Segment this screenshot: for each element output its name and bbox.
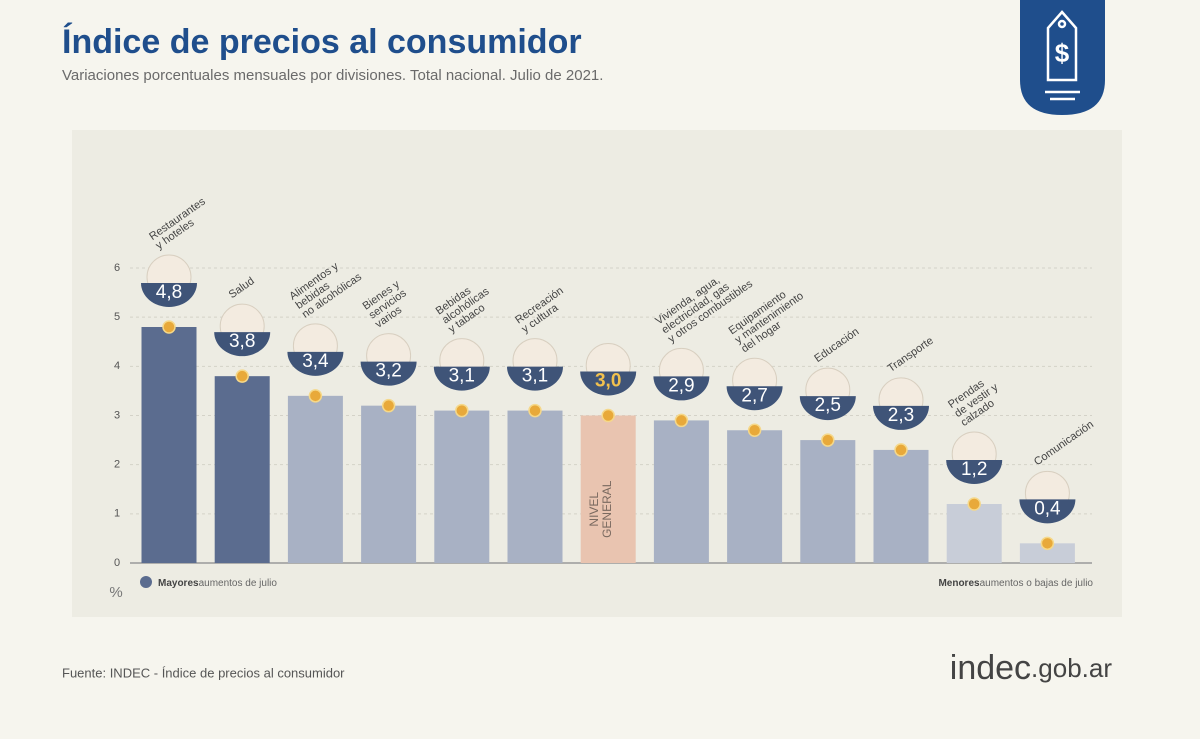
value-dot [162, 320, 176, 334]
value-bowl [433, 366, 490, 391]
chart-title: Índice de precios al consumidor [62, 23, 582, 61]
legend-bold: Mayores [158, 578, 199, 589]
value-dot [1040, 536, 1055, 551]
y-tick-label: 0 [114, 557, 120, 569]
value-label: 2,3 [888, 405, 914, 426]
value-bowl [946, 460, 1003, 485]
brand-suffix: .gob.ar [1031, 653, 1112, 683]
value-dot [528, 403, 542, 418]
value-bowl [799, 396, 856, 421]
value-bowl [287, 351, 344, 376]
bar [141, 327, 197, 563]
y-tick-label: 3 [114, 409, 120, 421]
value-dot [747, 423, 762, 437]
value-label: 3,8 [229, 331, 255, 352]
bar [507, 410, 563, 563]
value-dot [601, 408, 615, 423]
value-dot [235, 369, 249, 383]
value-bowl [653, 376, 710, 401]
value-label: 0,4 [1034, 498, 1061, 519]
legend-swatch [140, 576, 152, 588]
value-dot [821, 433, 835, 447]
value-label: 3,0 [595, 371, 621, 392]
y-unit: % [109, 584, 122, 601]
value-label: 3,1 [522, 366, 548, 387]
value-dot [455, 403, 469, 418]
value-label: 2,9 [668, 375, 694, 396]
value-bowl [1019, 499, 1076, 524]
bar [946, 504, 1002, 563]
y-tick-label: 4 [114, 360, 120, 372]
value-bowl [507, 366, 563, 391]
y-tick-label: 5 [114, 311, 120, 323]
bar [1019, 543, 1075, 563]
bar [873, 449, 929, 563]
legend-bold: Menores [938, 578, 980, 589]
value-label: 2,5 [815, 395, 841, 416]
value-label: 2,7 [741, 385, 767, 406]
value-bowl [580, 371, 637, 396]
legend-entry: Menoresaumentos o bajas de julio [938, 578, 1093, 589]
bar [580, 415, 636, 563]
bar [361, 405, 417, 563]
y-tick-label: 6 [114, 262, 120, 274]
source: Fuente: INDEC - Índice de precios al con… [62, 665, 345, 680]
brand: indec.gob.ar [950, 649, 1113, 687]
bar [287, 395, 343, 563]
value-label: 3,1 [449, 366, 475, 387]
value-bowl [141, 283, 197, 307]
value-bowl [214, 332, 271, 357]
svg-text:$: $ [1055, 38, 1070, 68]
legend-text: aumentos o bajas de julio [980, 578, 1094, 589]
value-bowl [360, 361, 417, 386]
value-bowl [726, 386, 783, 411]
brand-main: indec [950, 649, 1031, 687]
value-label: 3,2 [375, 361, 401, 382]
value-dot [894, 443, 908, 457]
chart-subtitle: Variaciones porcentuales mensuales por d… [62, 67, 603, 84]
logo-badge [1020, 0, 1105, 115]
category-label: NIVELGENERAL [587, 480, 614, 538]
bar [214, 376, 270, 563]
bar [800, 440, 856, 563]
legend-entry: Mayoresaumentos de julio [158, 578, 277, 589]
bar [727, 430, 783, 563]
value-label: 1,2 [961, 459, 987, 480]
bar [653, 420, 709, 563]
bar [434, 410, 490, 563]
value-dot [381, 398, 396, 413]
logo-icon: $ [1045, 10, 1080, 101]
legend-text: aumentos de julio [199, 578, 278, 589]
value-dot [967, 497, 981, 511]
value-bowl [873, 405, 929, 430]
value-dot [308, 389, 323, 403]
y-tick-label: 1 [114, 508, 120, 520]
value-label: 4,8 [156, 282, 182, 303]
value-dot [674, 413, 689, 428]
value-label: 3,4 [302, 351, 329, 372]
y-tick-label: 2 [114, 459, 120, 471]
